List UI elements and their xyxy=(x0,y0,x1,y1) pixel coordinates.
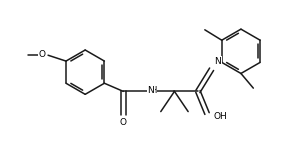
Text: OH: OH xyxy=(214,112,228,121)
Text: O: O xyxy=(39,50,46,59)
Text: N: N xyxy=(147,86,154,95)
Text: N: N xyxy=(214,57,221,66)
Text: H: H xyxy=(150,86,156,95)
Text: O: O xyxy=(120,118,127,127)
